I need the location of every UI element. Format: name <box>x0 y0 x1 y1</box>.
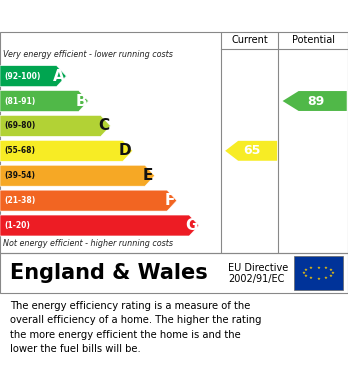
Text: E: E <box>143 168 153 183</box>
Text: 2002/91/EC: 2002/91/EC <box>228 274 284 284</box>
Text: ★: ★ <box>331 271 335 275</box>
Polygon shape <box>0 115 111 136</box>
Text: ★: ★ <box>304 268 308 272</box>
Text: ★: ★ <box>316 265 321 269</box>
Text: B: B <box>75 93 87 109</box>
Text: D: D <box>119 143 131 158</box>
Text: Energy Efficiency Rating: Energy Efficiency Rating <box>14 9 235 23</box>
Text: EU Directive: EU Directive <box>228 263 288 273</box>
Text: ★: ★ <box>324 266 328 270</box>
Text: ★: ★ <box>329 268 333 272</box>
Text: ★: ★ <box>309 276 313 280</box>
Polygon shape <box>0 66 66 86</box>
Polygon shape <box>0 215 199 236</box>
Polygon shape <box>0 190 177 211</box>
Text: ★: ★ <box>324 276 328 280</box>
Polygon shape <box>0 91 88 111</box>
Text: 89: 89 <box>307 95 324 108</box>
Text: C: C <box>98 118 109 133</box>
Text: Potential: Potential <box>292 35 335 45</box>
Text: The energy efficiency rating is a measure of the
overall efficiency of a home. T: The energy efficiency rating is a measur… <box>10 301 262 354</box>
Text: A: A <box>53 68 65 84</box>
Text: ★: ★ <box>304 274 308 278</box>
Text: Current: Current <box>231 35 268 45</box>
Polygon shape <box>225 141 277 161</box>
Text: England & Wales: England & Wales <box>10 263 208 283</box>
Polygon shape <box>0 165 155 186</box>
Text: (81-91): (81-91) <box>4 97 35 106</box>
Text: Very energy efficient - lower running costs: Very energy efficient - lower running co… <box>3 50 173 59</box>
Text: G: G <box>185 218 197 233</box>
Text: Not energy efficient - higher running costs: Not energy efficient - higher running co… <box>3 239 174 248</box>
Text: (55-68): (55-68) <box>4 146 35 155</box>
Text: 65: 65 <box>243 144 261 157</box>
Text: ★: ★ <box>302 271 306 275</box>
Text: ★: ★ <box>309 266 313 270</box>
Text: F: F <box>165 193 175 208</box>
Text: (21-38): (21-38) <box>4 196 35 205</box>
Text: ★: ★ <box>329 274 333 278</box>
Text: (1-20): (1-20) <box>4 221 30 230</box>
Bar <box>294 256 343 290</box>
Text: (92-100): (92-100) <box>4 72 41 81</box>
Polygon shape <box>0 140 133 161</box>
Text: (69-80): (69-80) <box>4 121 35 131</box>
Text: ★: ★ <box>316 277 321 281</box>
Text: (39-54): (39-54) <box>4 171 35 180</box>
Polygon shape <box>283 91 347 111</box>
